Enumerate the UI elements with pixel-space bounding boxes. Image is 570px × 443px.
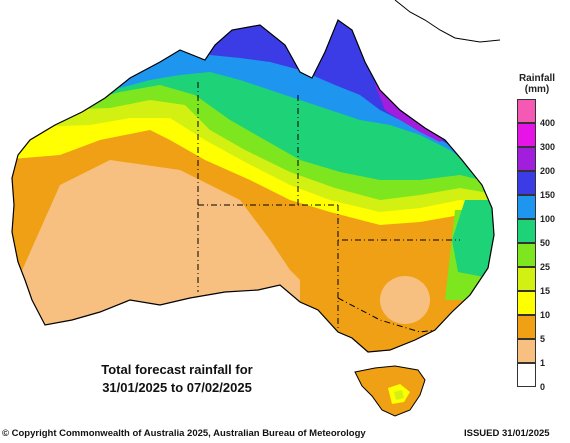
legend-swatch-200 [517, 147, 536, 171]
legend-tick-400: 400 [540, 118, 556, 128]
legend-tick-200: 200 [540, 166, 556, 176]
tasmania [354, 365, 426, 417]
legend-swatch-25 [517, 243, 536, 267]
map-label-line2: 31/01/2025 to 07/02/2025 [102, 380, 252, 395]
border-nsw-vic [337, 297, 436, 333]
zone-50mm-east [452, 200, 494, 280]
copyright-text: © Copyright Commonwealth of Australia 20… [2, 428, 366, 439]
legend-swatch-10 [517, 291, 536, 315]
tasmania-15mm [394, 390, 404, 400]
legend-swatch-400 [517, 99, 536, 123]
legend-swatch-15 [517, 267, 536, 291]
legend-tick-1: 1 [540, 358, 546, 368]
australia-rainfall-map: Total forecast rainfall for 31/01/2025 t… [11, 0, 500, 417]
new-guinea-coastline [394, 0, 500, 43]
legend-tick-25: 25 [540, 262, 551, 272]
mainland-coastline [11, 19, 495, 353]
legend-swatch-150 [517, 171, 536, 195]
legend-swatch-5 [517, 315, 536, 339]
legend-tick-150: 150 [540, 190, 556, 200]
legend-tick-15: 15 [540, 286, 551, 296]
legend-tick-0: 0 [540, 382, 546, 392]
legend-tick-100: 100 [540, 214, 556, 224]
legend-swatch-50 [517, 219, 536, 243]
legend-swatch-1 [517, 339, 536, 363]
legend-tick-50: 50 [540, 238, 551, 248]
map-label-line1: Total forecast rainfall for [101, 362, 252, 377]
zone-1mm-inland-se [380, 276, 430, 324]
legend-tick-10: 10 [540, 310, 551, 320]
legend-title: Rainfall [518, 73, 556, 84]
legend-unit: (mm) [524, 84, 550, 95]
issued-date: ISSUED 31/01/2025 [464, 428, 550, 439]
legend-tick-5: 5 [540, 334, 546, 344]
legend-swatch-0 [517, 363, 536, 387]
legend-swatch-100 [517, 195, 536, 219]
legend-swatch-300 [517, 123, 536, 147]
state-borders [197, 82, 460, 333]
legend-tick-300: 300 [540, 142, 556, 152]
